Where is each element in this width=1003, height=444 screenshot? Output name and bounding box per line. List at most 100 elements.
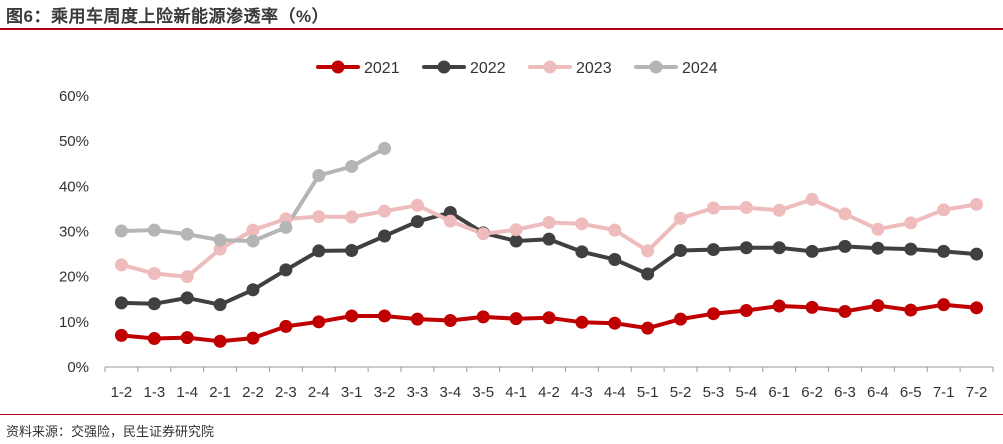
x-tick-label: 3-1 [341,384,363,401]
data-point-2021 [937,298,951,312]
x-tick-label: 1-2 [111,384,133,401]
data-point-2022 [246,283,260,297]
x-tick-label: 1-3 [143,384,165,401]
data-point-2022 [410,215,424,229]
data-point-2023 [904,216,918,230]
data-point-2023 [443,214,457,228]
data-point-2023 [674,211,688,225]
data-point-2021 [608,316,622,330]
data-point-2022 [509,234,523,248]
data-point-2023 [575,217,589,231]
data-point-2024 [147,223,161,237]
series-points [114,141,984,348]
data-point-2021 [970,301,984,315]
data-point-2023 [114,258,128,272]
data-point-2023 [410,198,424,212]
x-tick-label: 1-4 [176,384,198,401]
x-tick-label: 6-2 [801,384,823,401]
data-point-2023 [739,201,753,215]
x-tick-label: 6-4 [867,384,889,401]
data-point-2024 [279,220,293,234]
data-point-2021 [180,331,194,345]
data-point-2021 [575,315,589,329]
data-point-2022 [213,298,227,312]
data-point-2022 [312,244,326,258]
data-point-2022 [575,245,589,259]
data-point-2022 [871,241,885,255]
data-point-2023 [345,210,359,224]
legend-swatch-marker [331,60,345,74]
x-tick-label: 3-5 [472,384,494,401]
data-point-2021 [213,334,227,348]
data-point-2021 [312,315,326,329]
data-point-2023 [509,223,523,237]
data-point-2022 [345,243,359,257]
y-tick-label: 0% [67,359,89,376]
x-tick-label: 2-3 [275,384,297,401]
data-point-2021 [509,312,523,326]
y-tick-label: 50% [59,133,89,150]
data-point-2024 [213,233,227,247]
data-point-2023 [641,244,655,258]
data-point-2022 [805,244,819,258]
x-tick-label: 3-2 [374,384,396,401]
data-point-2021 [838,304,852,318]
x-axis [104,366,994,372]
data-point-2023 [805,192,819,206]
data-point-2021 [871,299,885,313]
data-point-2023 [312,210,326,224]
data-point-2022 [674,243,688,257]
data-point-2023 [476,227,490,241]
data-point-2021 [410,312,424,326]
x-tick-label: 7-1 [933,384,955,401]
data-point-2021 [147,332,161,346]
data-point-2023 [213,242,227,256]
x-tick-label: 7-2 [966,384,988,401]
data-point-2024 [345,159,359,173]
data-point-2021 [378,309,392,323]
legend-label: 2022 [470,60,506,77]
x-tick-label: 5-3 [703,384,725,401]
data-point-2021 [739,304,753,318]
x-tick-label: 3-3 [407,384,429,401]
data-point-2022 [608,253,622,267]
y-tick-label: 60% [59,88,89,105]
data-point-2022 [279,263,293,277]
x-tick-label: 2-2 [242,384,264,401]
data-point-2022 [838,239,852,253]
data-point-2023 [772,203,786,217]
data-point-2021 [772,299,786,313]
legend-label: 2023 [576,60,612,77]
data-point-2023 [378,204,392,218]
data-point-2024 [312,168,326,182]
x-tick-label: 2-4 [308,384,330,401]
legend-swatch-marker [543,60,557,74]
data-point-2021 [114,328,128,342]
data-point-2021 [279,319,293,333]
data-point-2022 [970,247,984,261]
legend-swatch-marker [437,60,451,74]
legend-swatch-marker [649,60,663,74]
x-tick-label: 6-5 [900,384,922,401]
y-tick-label: 20% [59,269,89,286]
x-tick-label: 3-4 [439,384,461,401]
data-point-2022 [147,297,161,311]
data-point-2022 [706,243,720,257]
data-point-2023 [246,223,260,237]
source-divider [0,414,1003,415]
data-point-2023 [937,203,951,217]
data-point-2021 [674,312,688,326]
data-point-2023 [838,207,852,221]
data-point-2024 [180,227,194,241]
y-tick-label: 30% [59,224,89,241]
y-axis-ticks: 0% 10% 20% 30% 40% 50% 60% [59,88,89,376]
data-point-2024 [114,224,128,238]
y-tick-label: 10% [59,314,89,331]
data-point-2022 [772,241,786,255]
x-tick-label: 4-3 [571,384,593,401]
data-point-2022 [904,242,918,256]
data-point-2022 [114,296,128,310]
data-point-2021 [904,303,918,317]
data-point-2021 [443,313,457,327]
data-point-2024 [378,141,392,155]
